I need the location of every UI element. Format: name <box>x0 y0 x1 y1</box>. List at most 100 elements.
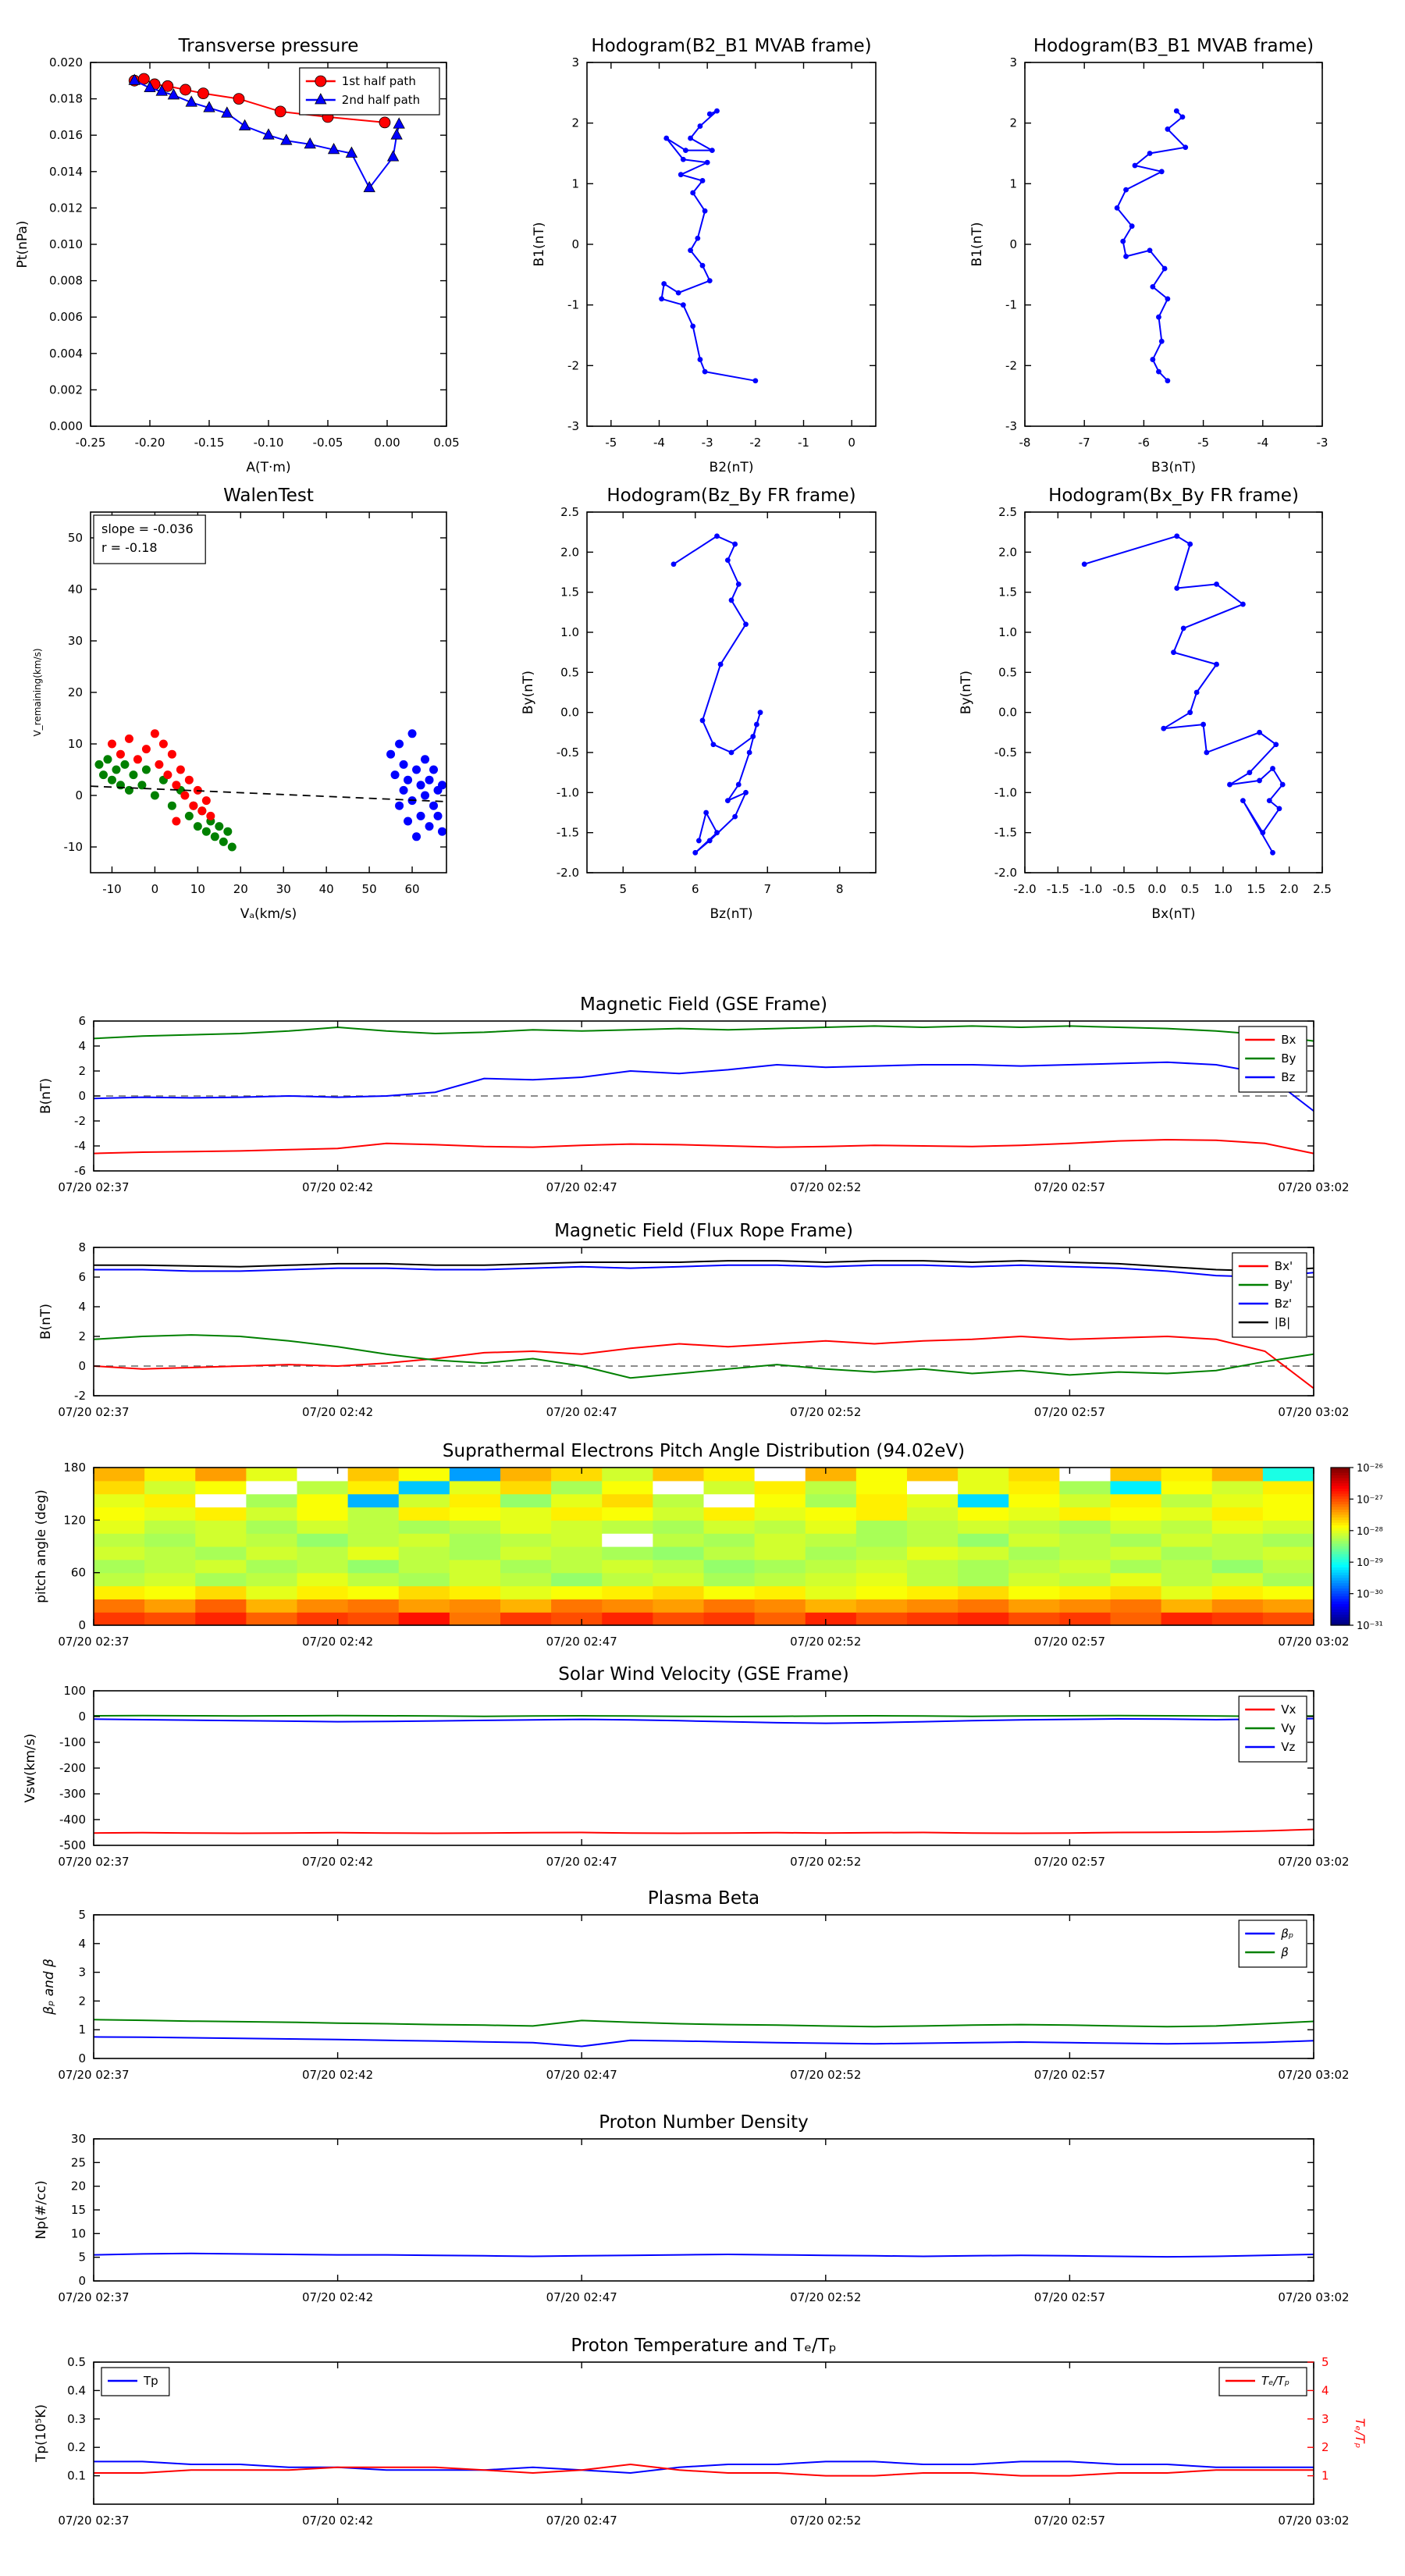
panel-temp: 07/20 02:37 07/20 02:42 07/20 02:47 07/20 0… <box>34 2336 1368 2528</box>
y-axis-label: By(nT) <box>521 671 536 714</box>
marker-dot <box>1165 378 1171 384</box>
marker-point <box>184 811 194 820</box>
plot-background <box>94 1915 1314 2058</box>
marker-dot <box>735 582 742 587</box>
y-tick-label: 6 <box>78 1270 86 1284</box>
y-tick-label: 0.002 <box>49 382 83 397</box>
y-axis-label: By(nT) <box>959 671 974 714</box>
marker-point <box>201 827 211 836</box>
marker-dot <box>1179 114 1186 120</box>
y-tick-label: 0.006 <box>49 310 83 324</box>
x-axis-label: Bz(nT) <box>710 906 752 922</box>
marker-triangle <box>128 73 140 85</box>
x-tick-label: -5 <box>1197 436 1209 450</box>
plot-frame <box>1024 511 1323 873</box>
y-tick-label: 30 <box>68 634 83 648</box>
marker-dot <box>702 368 708 375</box>
marker-dot <box>659 296 664 302</box>
y-tick-label: 4 <box>78 1300 86 1314</box>
marker-point <box>429 801 439 810</box>
marker-point <box>210 832 219 841</box>
marker-dot <box>714 108 720 114</box>
x-tick-label: 07/20 02:52 <box>790 1180 861 1194</box>
marker-point <box>155 760 164 769</box>
x-tick-label: 07/20 02:42 <box>302 1180 373 1194</box>
marker-point <box>158 739 168 749</box>
marker-circle <box>274 105 286 118</box>
marker-dot <box>688 135 693 141</box>
marker-dot <box>1158 338 1165 344</box>
y-tick-label: 0.010 <box>49 237 83 251</box>
x-tick-label: 1.5 <box>1247 882 1265 896</box>
x-tick-label: -0.05 <box>313 436 343 450</box>
marker-point <box>120 760 130 769</box>
x-tick-label: 07/20 02:57 <box>1034 1635 1105 1649</box>
y-tick-label: -500 <box>59 1838 86 1852</box>
marker-dot <box>1276 806 1282 812</box>
marker-point <box>141 765 151 774</box>
marker-point <box>429 765 439 774</box>
marker-dot <box>735 781 742 788</box>
x-tick-label: 1.0 <box>1214 882 1232 896</box>
marker-point <box>150 791 159 800</box>
marker-dot <box>1227 781 1232 788</box>
marker-dot <box>1247 770 1253 776</box>
marker-dot <box>706 278 713 283</box>
marker-dot <box>704 159 710 165</box>
x-tick-label: -4 <box>1257 436 1268 450</box>
marker-dot <box>663 135 670 141</box>
x-tick-label: -2.0 <box>1013 882 1036 896</box>
marker-triangle <box>185 95 197 107</box>
x-tick-label: 07/20 03:02 <box>1278 2068 1349 2082</box>
x-tick-label: 10 <box>190 882 205 896</box>
marker-dot <box>683 148 688 154</box>
legend-label: By <box>1281 1051 1296 1066</box>
marker-point <box>172 817 181 826</box>
x-tick-label: 07/20 02:37 <box>58 1635 129 1649</box>
x-tick-label: -1.5 <box>1047 882 1069 896</box>
panel-title: Hodogram(B3_B1 MVAB frame) <box>1033 36 1314 56</box>
y-tick-label: 10 <box>68 737 83 751</box>
marker-triangle <box>327 142 340 155</box>
x-tick-label: 07/20 02:42 <box>302 1635 373 1649</box>
x-tick-label: 07/20 02:52 <box>790 1635 861 1649</box>
panel-title: Magnetic Field (GSE Frame) <box>580 994 827 1015</box>
y-tick-label: 1 <box>78 2023 86 2037</box>
marker-point <box>180 791 190 800</box>
marker-triangle <box>262 128 275 140</box>
annotation-text: slope = -0.036 <box>101 521 194 536</box>
marker-point <box>197 806 207 816</box>
marker-dot <box>732 813 738 820</box>
marker-triangle <box>393 117 405 129</box>
y-tick-label: 0.008 <box>49 274 83 288</box>
series-group <box>91 729 446 852</box>
series-Tp <box>94 2460 1314 2475</box>
marker-dot <box>1260 830 1266 836</box>
x-axis-label: A(T·m) <box>246 460 290 475</box>
series-Bx' <box>94 1335 1314 1389</box>
y-tick-label: 0.1 <box>67 2469 86 2483</box>
y-tick-label: 1 <box>1009 176 1017 190</box>
marker-point <box>227 842 237 852</box>
marker-dot <box>1270 849 1275 856</box>
marker-circle <box>180 84 192 96</box>
series-group <box>94 2019 1314 2048</box>
marker-dot <box>1114 205 1120 211</box>
y-axis-label: Pt(nPa) <box>15 221 30 269</box>
marker-dot <box>1165 126 1171 132</box>
panel-title: Magnetic Field (Flux Rope Frame) <box>554 1221 853 1241</box>
marker-triangle <box>280 133 293 145</box>
marker-dot <box>706 111 713 117</box>
panel-pad: 10⁻²⁶ 10⁻²⁷ 10⁻²⁸ 10⁻²⁹ 10⁻³⁰ 10⁻³¹ 07/20 02:3… <box>34 1441 1383 1649</box>
y-tick-label: -1.0 <box>557 785 579 799</box>
marker-dot <box>709 148 715 154</box>
panel-walen: -10 0 10 20 30 40 50 60 -10 0 10 20 30 40 50 WalenTest V… <box>32 486 447 922</box>
marker-dot <box>690 190 696 196</box>
plot-frame <box>93 1914 1314 2059</box>
marker-dot <box>1158 169 1165 175</box>
panel-title: Transverse pressure <box>178 36 359 56</box>
y-tick-label: 0.014 <box>49 165 83 179</box>
marker-point <box>425 775 434 785</box>
x-tick-label: -7 <box>1079 436 1090 450</box>
x-tick-label: 07/20 02:47 <box>546 1180 617 1194</box>
